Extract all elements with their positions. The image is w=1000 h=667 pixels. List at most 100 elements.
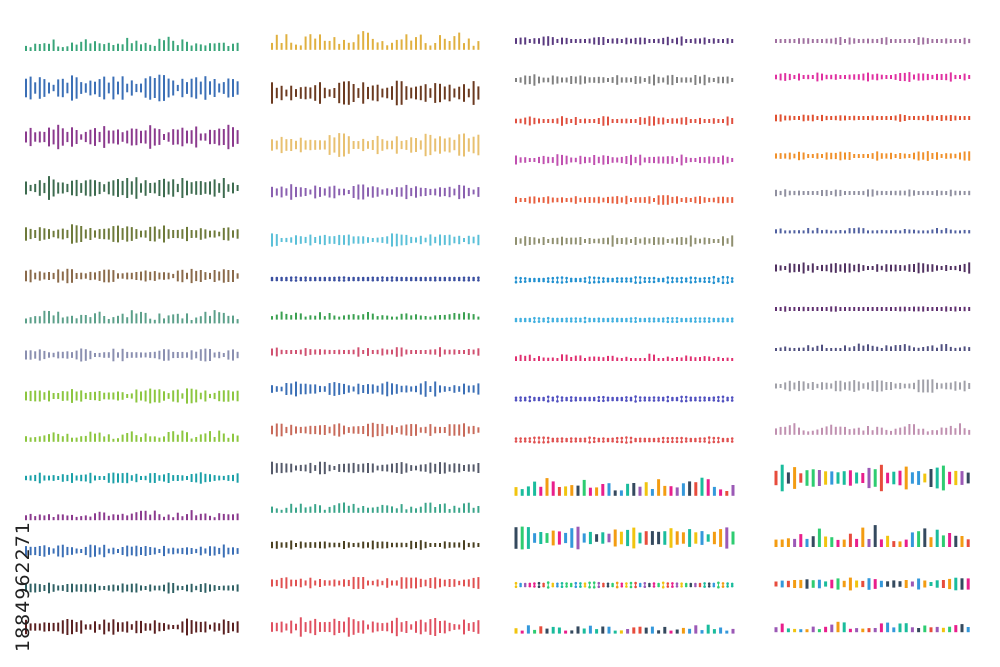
wave-dot	[405, 278, 408, 282]
wave-dot	[275, 276, 279, 280]
sound-wave	[775, 262, 971, 274]
wave-dot	[629, 280, 633, 283]
wave-dot	[556, 276, 559, 280]
wave-dot	[675, 277, 679, 280]
wave-dot	[726, 439, 729, 443]
wave-dot	[721, 395, 725, 399]
sound-wave	[775, 227, 971, 234]
wave-dot	[523, 396, 527, 400]
sound-wave	[775, 306, 971, 312]
wave-dot	[592, 317, 596, 321]
wave-dot	[588, 281, 591, 284]
wave-dot	[629, 581, 633, 585]
wave-dot	[611, 584, 614, 588]
wave-dot	[698, 399, 702, 402]
wave-dot	[588, 581, 591, 585]
wave-dot	[588, 398, 591, 402]
wave-dot	[533, 398, 536, 402]
wave-dot	[448, 276, 451, 280]
wave-dot	[726, 582, 729, 585]
wave-dot	[634, 437, 637, 441]
wave-dot	[556, 317, 559, 321]
wave-dot	[592, 436, 596, 440]
wave-dot	[680, 317, 683, 321]
sound-wave	[271, 80, 480, 106]
wave-dot	[643, 585, 647, 588]
wave-dot	[546, 581, 550, 584]
wave-dot	[680, 276, 683, 280]
wave-dot	[574, 585, 578, 589]
wave-dot	[560, 399, 564, 402]
wave-dot	[285, 276, 288, 280]
wave-dot	[625, 317, 628, 321]
wave-dot	[675, 396, 679, 400]
wave-dot	[606, 584, 610, 588]
sound-wave	[514, 624, 735, 634]
wave-dot	[597, 320, 601, 323]
wave-dot	[698, 437, 702, 440]
wave-dot	[648, 317, 651, 321]
wave-dot	[625, 585, 628, 588]
wave-dot	[712, 317, 716, 321]
wave-dot	[542, 398, 545, 402]
sound-wave	[514, 477, 735, 496]
wave-dot	[467, 276, 471, 280]
wave-dot	[537, 398, 541, 402]
wave-dot	[606, 439, 610, 443]
wave-dot	[588, 276, 591, 279]
wave-dot	[569, 440, 573, 443]
sound-wave	[775, 114, 971, 122]
wave-dot	[606, 396, 610, 400]
wave-dot	[671, 398, 674, 402]
sound-wave	[271, 381, 480, 397]
sound-wave	[271, 502, 480, 513]
wave-dot	[574, 396, 578, 400]
wave-dot	[712, 399, 716, 402]
wave-dot	[523, 319, 527, 323]
wave-dot	[546, 280, 550, 283]
wave-dot	[684, 319, 688, 323]
sound-wave	[271, 184, 480, 200]
wave-dot	[556, 584, 559, 588]
wave-dot	[625, 436, 628, 439]
wave-dot	[730, 396, 734, 399]
wave-dot	[376, 276, 379, 280]
wave-dot	[560, 437, 564, 440]
wave-dot	[671, 582, 674, 585]
wave-dot	[592, 440, 596, 444]
wave-dot	[730, 437, 734, 440]
wave-dot	[661, 277, 665, 281]
wave-dot	[707, 436, 711, 439]
wave-dot	[519, 440, 522, 443]
wave-dot	[721, 585, 725, 588]
wave-dot	[694, 398, 697, 402]
wave-dot	[546, 586, 550, 589]
wave-dot	[666, 582, 670, 585]
wave-dot	[574, 317, 578, 320]
wave-dot	[721, 275, 725, 279]
wave-dot	[542, 582, 545, 586]
sound-wave	[25, 582, 239, 594]
wave-dot	[546, 320, 550, 324]
wave-dot	[304, 279, 307, 282]
sound-wave	[270, 276, 480, 282]
wave-dot	[588, 319, 591, 323]
wave-dot	[606, 437, 610, 441]
wave-dot	[717, 319, 720, 323]
wave-dot	[684, 399, 688, 403]
wave-dot	[694, 396, 697, 400]
wave-dot	[537, 581, 541, 585]
wave-dot	[648, 398, 651, 402]
wave-dot	[638, 281, 642, 284]
wave-dot	[347, 278, 351, 282]
wave-dot	[514, 317, 518, 321]
wave-dot	[519, 276, 522, 280]
wave-dot	[366, 278, 370, 282]
wave-dot	[643, 399, 647, 402]
wave-dot	[675, 585, 679, 588]
wave-dot	[694, 584, 697, 588]
wave-dot	[615, 319, 619, 323]
wave-dot	[643, 396, 647, 400]
wave-dot	[523, 398, 527, 402]
wave-dot	[560, 585, 564, 588]
